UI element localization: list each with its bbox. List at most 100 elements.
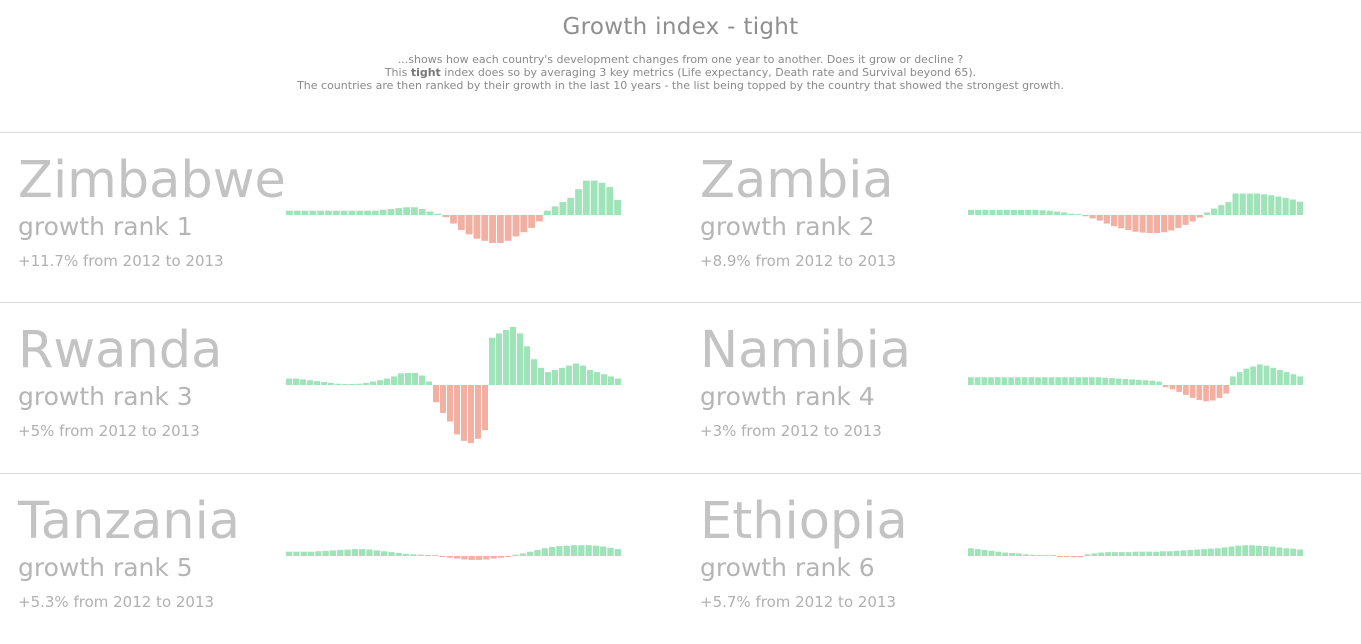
- country-card-ethiopia: Ethiopia growth rank 6 +5.7% from 2012 t…: [682, 474, 1342, 644]
- growth-bar: [300, 551, 307, 556]
- growth-change: +8.9% from 2012 to 2013: [700, 252, 897, 270]
- growth-bar: [1142, 380, 1149, 385]
- growth-bar: [968, 209, 975, 215]
- growth-bar: [1146, 215, 1153, 234]
- growth-bar: [1102, 377, 1109, 385]
- growth-bar: [982, 209, 989, 215]
- growth-bar: [388, 552, 395, 556]
- growth-bar: [475, 556, 483, 560]
- description-line-2-end: index does so by averaging 3 key metrics…: [440, 66, 977, 79]
- growth-bar: [489, 337, 495, 385]
- growth-bar: [538, 367, 544, 385]
- growth-bar: [410, 554, 417, 556]
- growth-bar: [534, 549, 541, 556]
- growth-bar: [321, 381, 327, 385]
- growth-rank: growth rank 5: [18, 553, 193, 582]
- growth-bar: [1110, 215, 1118, 227]
- growth-bar: [348, 210, 356, 215]
- growth-bar: [578, 545, 585, 556]
- growth-bar: [1105, 552, 1111, 556]
- growth-bar: [552, 369, 558, 385]
- growth-bar: [974, 377, 981, 385]
- growth-bar: [1275, 196, 1282, 215]
- growth-bar: [411, 207, 418, 215]
- growth-bar: [1290, 374, 1297, 385]
- growth-bar: [1136, 379, 1142, 385]
- growth-bar: [442, 215, 450, 218]
- growth-bar: [556, 546, 563, 556]
- growth-change: +11.7% from 2012 to 2013: [18, 252, 224, 270]
- growth-bar: [1221, 547, 1228, 556]
- growth-bar: [1068, 377, 1075, 385]
- country-card-zambia: Zambia growth rank 2 +8.9% from 2012 to …: [682, 133, 1342, 303]
- growth-bar: [1022, 554, 1029, 556]
- growth-bar: [1250, 366, 1256, 385]
- growth-bar: [1230, 376, 1236, 385]
- growth-bar: [332, 210, 340, 215]
- growth-bar: [517, 333, 523, 385]
- country-card-rwanda: Rwanda growth rank 3 +5% from 2012 to 20…: [0, 303, 660, 473]
- growth-bar: [607, 547, 614, 556]
- growth-bar: [1253, 193, 1261, 215]
- growth-bar: [1239, 193, 1246, 215]
- growth-bar: [447, 385, 453, 422]
- growth-bar: [551, 206, 559, 215]
- growth-bar: [1209, 385, 1216, 401]
- growth-bar: [1139, 551, 1146, 556]
- growth-bar: [454, 556, 461, 559]
- growth-bar: [541, 548, 548, 556]
- growth-bar: [403, 207, 411, 215]
- growth-bar: [446, 556, 453, 558]
- growth-bar: [1223, 385, 1230, 394]
- growth-bar: [524, 346, 530, 385]
- growth-bar: [468, 385, 474, 444]
- growth-bar: [1039, 210, 1046, 215]
- growth-rank: growth rank 3: [18, 382, 193, 411]
- growth-bar: [490, 556, 497, 559]
- growth-bar: [349, 384, 355, 385]
- growth-bar: [328, 382, 334, 385]
- growth-bar: [1132, 551, 1139, 556]
- growth-bar: [1139, 215, 1146, 233]
- growth-bar: [1098, 552, 1105, 556]
- growth-bar: [329, 550, 337, 556]
- description-line-2: This tight index does so by averaging 3 …: [0, 66, 1361, 79]
- growth-bar: [1276, 547, 1283, 556]
- growth-bar: [1075, 214, 1082, 215]
- growth-bar: [1277, 369, 1283, 385]
- growth-bar: [1091, 553, 1098, 556]
- growth-bar: [432, 555, 439, 556]
- growth-bar: [301, 210, 309, 215]
- growth-bar: [1149, 380, 1156, 385]
- growth-bar: [543, 210, 551, 215]
- growth-bar: [1283, 372, 1290, 385]
- growth-bar: [981, 549, 988, 556]
- row-divider: [0, 473, 1361, 474]
- growth-bar: [1176, 385, 1183, 392]
- growth-bar: [988, 377, 994, 385]
- growth-bar: [988, 550, 995, 556]
- growth-bar: [1118, 552, 1125, 556]
- growth-bar: [439, 556, 446, 557]
- growth-bar: [1263, 365, 1270, 385]
- growth-bar: [315, 551, 322, 556]
- country-name: Tanzania: [18, 492, 241, 551]
- growth-bar: [545, 372, 551, 385]
- growth-bar: [996, 209, 1003, 215]
- growth-bar: [377, 380, 383, 385]
- growth-bar: [570, 545, 578, 556]
- growth-bar: [582, 180, 590, 215]
- growth-bar: [337, 549, 344, 556]
- growth-bar: [1115, 378, 1122, 385]
- growth-bar: [1035, 377, 1041, 385]
- growth-bar: [563, 545, 570, 556]
- growth-bar: [481, 215, 489, 241]
- growth-bar: [483, 556, 490, 560]
- growth-bar: [1057, 556, 1063, 557]
- growth-bar: [968, 548, 974, 556]
- growth-bar: [1256, 545, 1262, 556]
- growth-bar: [580, 365, 586, 385]
- growth-bar: [454, 385, 460, 435]
- growth-sparkline: [968, 545, 1303, 558]
- growth-bar: [497, 556, 505, 558]
